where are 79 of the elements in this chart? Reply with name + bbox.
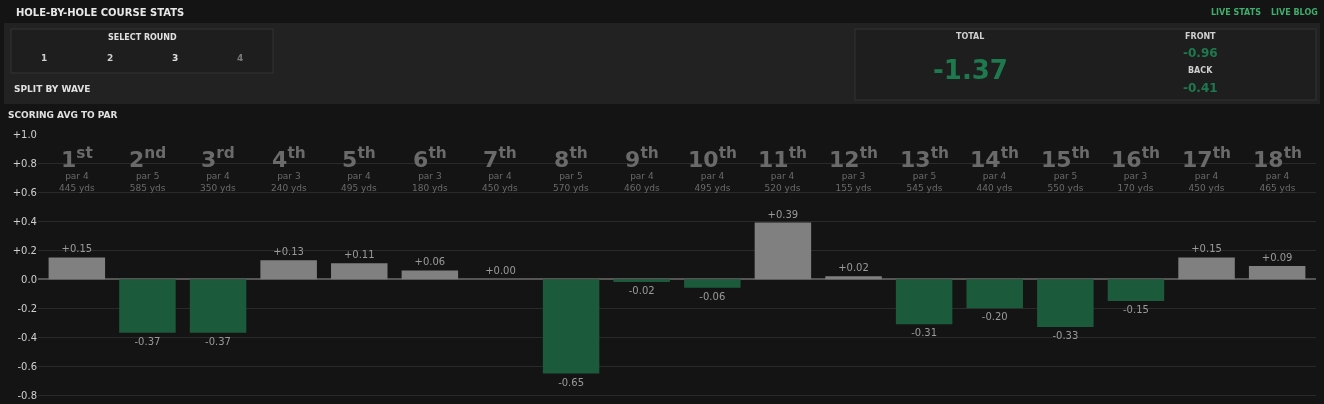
text: -0.96 xyxy=(1183,46,1218,60)
x-tick-label: 10$^{th}$ par 4 495 yds xyxy=(688,144,737,193)
x-tick-label: 8$^{th}$ par 5 570 yds xyxy=(553,144,590,193)
bar xyxy=(1037,279,1094,328)
y-tick-label: -0.4 xyxy=(17,331,37,343)
x-tick-label: 5$^{th}$ par 4 495 yds xyxy=(341,144,378,193)
y-tick-label: 0.0 xyxy=(21,273,37,285)
data-label: -0.37 xyxy=(205,335,231,347)
text: LIVE STATS xyxy=(1211,8,1262,17)
data-label: +0.02 xyxy=(838,262,869,274)
y-tick-label: +0.4 xyxy=(12,215,37,227)
x-tick-label: 1$^{st}$ par 4 445 yds xyxy=(59,144,96,193)
bar xyxy=(1178,257,1235,280)
data-label: +0.15 xyxy=(61,243,93,255)
x-tick-label: 3$^{rd}$ par 4 350 yds xyxy=(200,144,237,193)
chart-title: SCORING AVG TO PAR xyxy=(8,110,118,121)
bar xyxy=(684,279,741,288)
data-label: +0.09 xyxy=(1261,252,1293,264)
bar xyxy=(331,263,388,280)
x-tick-label: 17$^{th}$ par 4 450 yds xyxy=(1182,144,1231,193)
text: TOTAL xyxy=(956,32,985,41)
y-tick-label: -0.2 xyxy=(17,302,37,314)
bar xyxy=(966,279,1023,309)
data-label: +0.06 xyxy=(414,256,446,268)
text: LIVE BLOG xyxy=(1271,8,1318,17)
x-tick-label: 14$^{th}$ par 4 440 yds xyxy=(970,144,1019,193)
text: SPLIT BY WAVE xyxy=(14,84,91,94)
text: BACK xyxy=(1188,66,1214,75)
text: -1.37 xyxy=(933,55,1008,85)
data-label: -0.33 xyxy=(1052,330,1079,342)
bar xyxy=(260,260,317,280)
text: 2 xyxy=(107,53,114,63)
text: SELECT ROUND xyxy=(108,33,178,42)
y-tick-label: -0.8 xyxy=(17,389,37,401)
x-tick-label: 13$^{th}$ par 5 545 yds xyxy=(900,144,949,193)
text: 3 xyxy=(172,53,179,63)
text: 1 xyxy=(41,53,48,63)
x-tick-label: 16$^{th}$ par 3 170 yds xyxy=(1111,144,1160,193)
data-label: -0.02 xyxy=(628,285,655,297)
data-label: +0.39 xyxy=(767,208,799,220)
data-label: -0.65 xyxy=(558,376,585,388)
y-tick-label: +0.6 xyxy=(12,186,37,198)
y-tick-label: +0.2 xyxy=(12,244,37,256)
x-tick-label: 18$^{th}$ par 4 465 yds xyxy=(1253,144,1302,193)
data-label: +0.13 xyxy=(273,246,304,258)
text: FRONT xyxy=(1185,32,1217,41)
text: -0.41 xyxy=(1183,81,1218,95)
text: HOLE-BY-HOLE COURSE STATS xyxy=(16,7,185,18)
text: 4 xyxy=(237,53,244,63)
x-tick-label: 2$^{nd}$ par 5 585 yds xyxy=(129,144,167,193)
x-tick-label: 7$^{th}$ par 4 450 yds xyxy=(482,144,519,193)
y-tick-label: +1.0 xyxy=(12,128,37,140)
bar xyxy=(401,270,459,280)
x-tick-label: 15$^{th}$ par 5 550 yds xyxy=(1041,144,1090,193)
data-label: -0.31 xyxy=(911,327,938,339)
data-label: +0.15 xyxy=(1191,243,1222,255)
bar xyxy=(1248,266,1306,280)
bar xyxy=(48,257,106,280)
y-tick-label: +0.8 xyxy=(12,157,37,169)
data-label: -0.06 xyxy=(699,290,726,302)
x-tick-label: 12$^{th}$ par 3 155 yds xyxy=(829,144,878,193)
x-tick-label: 11$^{th}$ par 4 520 yds xyxy=(758,144,807,193)
bar xyxy=(754,222,812,280)
x-tick-label: 9$^{th}$ par 4 460 yds xyxy=(624,144,661,193)
bar xyxy=(895,279,953,325)
data-label: +0.00 xyxy=(485,265,516,277)
bar xyxy=(825,276,882,280)
bar xyxy=(119,279,176,333)
y-tick-label: -0.6 xyxy=(17,360,37,372)
data-label: -0.37 xyxy=(134,335,161,347)
bar xyxy=(613,279,670,283)
data-label: -0.20 xyxy=(981,311,1008,323)
bar xyxy=(542,279,600,374)
data-label: -0.15 xyxy=(1123,303,1149,315)
data-label: +0.11 xyxy=(343,249,375,261)
x-tick-label: 6$^{th}$ par 3 180 yds xyxy=(412,144,449,193)
bar xyxy=(1107,279,1165,301)
bar xyxy=(189,279,247,333)
x-tick-label: 4$^{th}$ par 3 240 yds xyxy=(271,144,308,193)
